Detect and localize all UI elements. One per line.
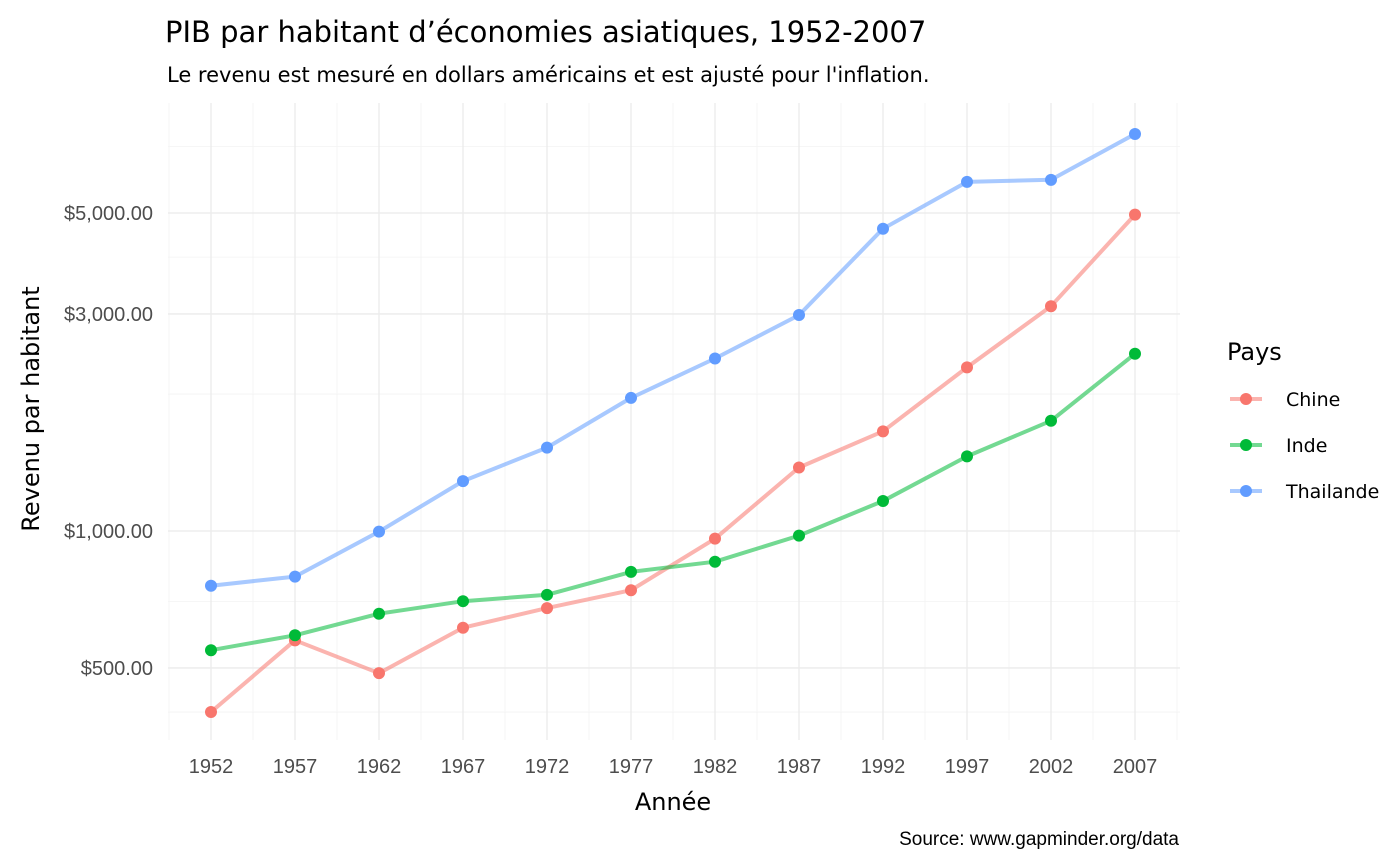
legend-key-point xyxy=(1240,393,1252,405)
data-point xyxy=(625,565,637,578)
data-point xyxy=(793,309,805,322)
data-point xyxy=(625,391,637,404)
legend-item-chine: Chine xyxy=(1230,389,1340,411)
y-tick-label: $5,000.00 xyxy=(64,203,153,225)
x-tick-label: 1952 xyxy=(189,756,234,778)
data-point xyxy=(457,621,469,634)
data-point xyxy=(205,579,217,592)
x-tick-label: 1967 xyxy=(441,756,486,778)
x-tick-label: 2007 xyxy=(1113,756,1158,778)
series-inde xyxy=(205,347,1141,657)
x-tick-label: 1962 xyxy=(357,756,402,778)
caption: Source: www.gapminder.org/data xyxy=(899,829,1179,850)
y-tick-label: $500.00 xyxy=(81,658,153,680)
x-tick-label: 1977 xyxy=(609,756,654,778)
legend-label: Inde xyxy=(1286,435,1327,457)
data-point xyxy=(205,706,217,719)
data-point xyxy=(877,222,889,235)
data-point xyxy=(289,629,301,642)
data-point xyxy=(289,570,301,583)
data-point xyxy=(961,450,973,463)
data-point xyxy=(1045,173,1057,186)
data-point xyxy=(877,425,889,438)
x-tick-label: 1982 xyxy=(693,756,738,778)
data-point xyxy=(793,529,805,542)
series-thailande xyxy=(205,127,1141,592)
data-point xyxy=(1129,127,1141,140)
legend: Pays Chine Inde Thailande xyxy=(1227,338,1379,503)
data-point xyxy=(961,361,973,374)
data-point xyxy=(793,461,805,474)
y-tick-label: $3,000.00 xyxy=(64,304,153,326)
legend-item-inde: Inde xyxy=(1230,435,1327,457)
x-tick-label: 2002 xyxy=(1029,756,1074,778)
data-point xyxy=(625,584,637,597)
legend-key-point xyxy=(1240,439,1252,451)
legend-key-point xyxy=(1240,485,1252,497)
data-point xyxy=(1129,347,1141,360)
y-tick-label: $1,000.00 xyxy=(64,521,153,543)
x-axis-title: Année xyxy=(635,788,711,816)
data-point xyxy=(709,532,721,545)
x-tick-label: 1972 xyxy=(525,756,570,778)
data-point xyxy=(373,607,385,620)
series-line xyxy=(209,351,1137,653)
data-point xyxy=(373,667,385,680)
data-point xyxy=(709,555,721,568)
y-axis-ticks: $500.00 $1,000.00 $3,000.00 $5,000.00 xyxy=(64,203,153,680)
data-point xyxy=(457,475,469,488)
chart-title: PIB par habitant d’économies asiatiques,… xyxy=(165,15,926,49)
data-point xyxy=(1045,300,1057,313)
data-point xyxy=(961,175,973,188)
legend-item-thailande: Thailande xyxy=(1230,481,1379,503)
chart-subtitle: Le revenu est mesuré en dollars américai… xyxy=(167,63,930,87)
x-axis-ticks: 1952 1957 1962 1967 1972 1977 1982 1987 1992 1997… xyxy=(189,756,1158,778)
data-point xyxy=(541,588,553,601)
data-point xyxy=(709,352,721,365)
data-point xyxy=(373,525,385,538)
grid xyxy=(168,103,1180,740)
data-point xyxy=(1045,414,1057,427)
data-point xyxy=(877,494,889,507)
data-point xyxy=(541,602,553,615)
series-lines xyxy=(205,127,1141,719)
data-point xyxy=(457,595,469,608)
data-point xyxy=(541,441,553,454)
y-axis-title: Revenu par habitant xyxy=(17,286,45,531)
x-tick-label: 1997 xyxy=(945,756,990,778)
legend-title: Pays xyxy=(1227,338,1282,366)
series-line xyxy=(209,212,1137,714)
data-point xyxy=(205,644,217,657)
series-chine xyxy=(205,208,1141,719)
x-tick-label: 1957 xyxy=(273,756,318,778)
series-line xyxy=(209,132,1137,588)
x-tick-label: 1992 xyxy=(861,756,906,778)
legend-label: Thailande xyxy=(1285,481,1379,503)
x-tick-label: 1987 xyxy=(777,756,822,778)
legend-label: Chine xyxy=(1286,389,1340,411)
data-point xyxy=(1129,208,1141,221)
